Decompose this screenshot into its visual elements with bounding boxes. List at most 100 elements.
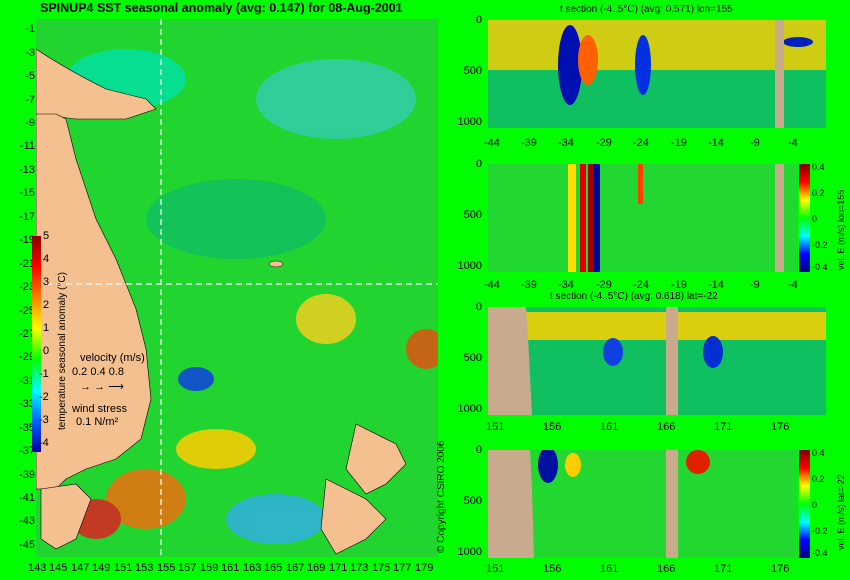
x-tick: -34 — [558, 279, 574, 291]
colorbar-tick: 5 — [43, 230, 50, 242]
lon-tick: 179 — [415, 562, 434, 574]
colorbar-tick: -4 — [39, 437, 49, 449]
x-tick: -39 — [521, 137, 537, 149]
x-tick: 161 — [600, 421, 619, 433]
map-colorbar — [32, 236, 41, 452]
panel1-title: t section (-4..5°C) (avg: 0.571) lon=155 — [560, 4, 733, 15]
x-tick: -24 — [633, 137, 649, 149]
x-tick: 166 — [657, 421, 676, 433]
y-tick: 500 — [463, 352, 482, 364]
lat-tick: -35 — [19, 422, 35, 434]
lat-tick: -15 — [19, 187, 35, 199]
lat-tick: -17 — [19, 211, 35, 223]
velocity-legend-scale: 0.2 0.4 0.8 — [72, 366, 124, 378]
panel4-blob — [565, 453, 581, 477]
x-tick: -9 — [750, 137, 760, 149]
x-tick: -19 — [671, 137, 687, 149]
map-anomaly-blob — [256, 59, 416, 139]
panel4-plot[interactable] — [488, 450, 798, 558]
panel3-plot[interactable] — [488, 307, 826, 415]
panel2-colorbar-ticks: 0.4 0.2 0 -0.2 -0.4 — [812, 162, 828, 272]
lat-tick: -37 — [19, 445, 35, 457]
panel2-band — [568, 164, 576, 272]
colorbar-tick: -0.4 — [812, 548, 828, 558]
x-tick: -4 — [788, 279, 798, 291]
lat-tick: -41 — [19, 492, 35, 504]
lat-tick: -9 — [25, 117, 35, 129]
map-anomaly-blob — [178, 367, 214, 391]
sst-map[interactable] — [36, 19, 438, 557]
panel2-band — [580, 164, 586, 272]
x-tick: -14 — [708, 137, 724, 149]
map-anomaly-blob — [226, 494, 326, 544]
panel3-land — [666, 307, 678, 415]
panel3-title: t section (-4..5°C) (avg: 0.618) lat=-22 — [550, 291, 718, 302]
lon-tick: 169 — [307, 562, 326, 574]
panel4-colorbar — [799, 450, 810, 558]
map-lat-axis: -1 -3 -5 -7 -9 -11 -13 -15 -17 -19 -21 -… — [0, 19, 35, 557]
colorbar-tick: 1 — [43, 322, 50, 334]
x-tick: 151 — [486, 421, 505, 433]
x-tick: -44 — [484, 279, 500, 291]
colorbar-tick: 0.2 — [812, 474, 825, 484]
panel2-band — [638, 164, 643, 204]
x-tick: -4 — [788, 137, 798, 149]
panel4-blob — [686, 450, 710, 474]
velocity-legend-arrows: → → ⟶ — [80, 381, 124, 393]
colorbar-tick: 0.2 — [812, 188, 825, 198]
lat-tick: -23 — [19, 281, 35, 293]
lat-tick: -21 — [19, 258, 35, 270]
y-tick: 1000 — [457, 116, 482, 128]
panel3-blob — [603, 338, 623, 366]
x-tick: -29 — [596, 137, 612, 149]
lon-tick: 157 — [178, 562, 197, 574]
panel3-land — [488, 307, 532, 415]
map-anomaly-blob — [106, 469, 186, 529]
lon-tick: 167 — [286, 562, 305, 574]
x-tick: 176 — [771, 563, 790, 575]
colorbar-tick: 0.4 — [812, 448, 825, 458]
main-title: SPINUP4 SST seasonal anomaly (avg: 0.147… — [40, 1, 403, 15]
panel1-blob — [558, 25, 582, 105]
x-tick: 156 — [543, 563, 562, 575]
panel2-colorbar-label: vel. E (m/s) lon=155 — [836, 189, 846, 270]
map-anomaly-blob — [176, 429, 256, 469]
lat-tick: -5 — [25, 70, 35, 82]
lon-tick: 153 — [135, 562, 154, 574]
lon-tick: 161 — [221, 562, 240, 574]
x-tick: -24 — [633, 279, 649, 291]
colorbar-tick: 3 — [43, 276, 50, 288]
colorbar-tick: 0 — [812, 214, 818, 224]
map-anomaly-blob — [406, 329, 438, 369]
y-tick: 1000 — [457, 403, 482, 415]
colorbar-tick: 0.4 — [812, 162, 825, 172]
lon-tick: 159 — [200, 562, 219, 574]
lon-tick: 171 — [329, 562, 348, 574]
lat-tick: -31 — [19, 375, 35, 387]
x-tick: -34 — [558, 137, 574, 149]
y-tick: 500 — [463, 209, 482, 221]
x-tick: 166 — [657, 563, 676, 575]
land-nz-north — [345, 423, 407, 495]
land-nz-south — [320, 478, 387, 555]
x-tick: -39 — [521, 279, 537, 291]
lon-tick: 173 — [350, 562, 369, 574]
panel2-land — [775, 164, 784, 272]
panel3-blob — [703, 336, 723, 368]
map-colorbar-ticks: 5 4 3 2 1 0 -1 -2 -3 -4 — [39, 230, 57, 460]
panel2-plot[interactable] — [488, 164, 798, 272]
lat-tick: -7 — [25, 94, 35, 106]
y-tick: 1000 — [457, 260, 482, 272]
panel1-blob — [635, 35, 651, 95]
lon-tick: 143 — [28, 562, 47, 574]
panel1-plot[interactable] — [488, 20, 826, 128]
wind-legend-label: wind stress — [72, 403, 128, 415]
panel4-colorbar-ticks: 0.4 0.2 0 -0.2 -0.4 — [812, 448, 828, 558]
lon-tick: 165 — [264, 562, 283, 574]
y-tick: 0 — [475, 301, 482, 313]
lon-tick: 175 — [372, 562, 391, 574]
land-tasmania — [40, 483, 92, 550]
lat-tick: -39 — [19, 469, 35, 481]
panel4-land — [666, 450, 678, 558]
lat-tick: -13 — [19, 164, 35, 176]
